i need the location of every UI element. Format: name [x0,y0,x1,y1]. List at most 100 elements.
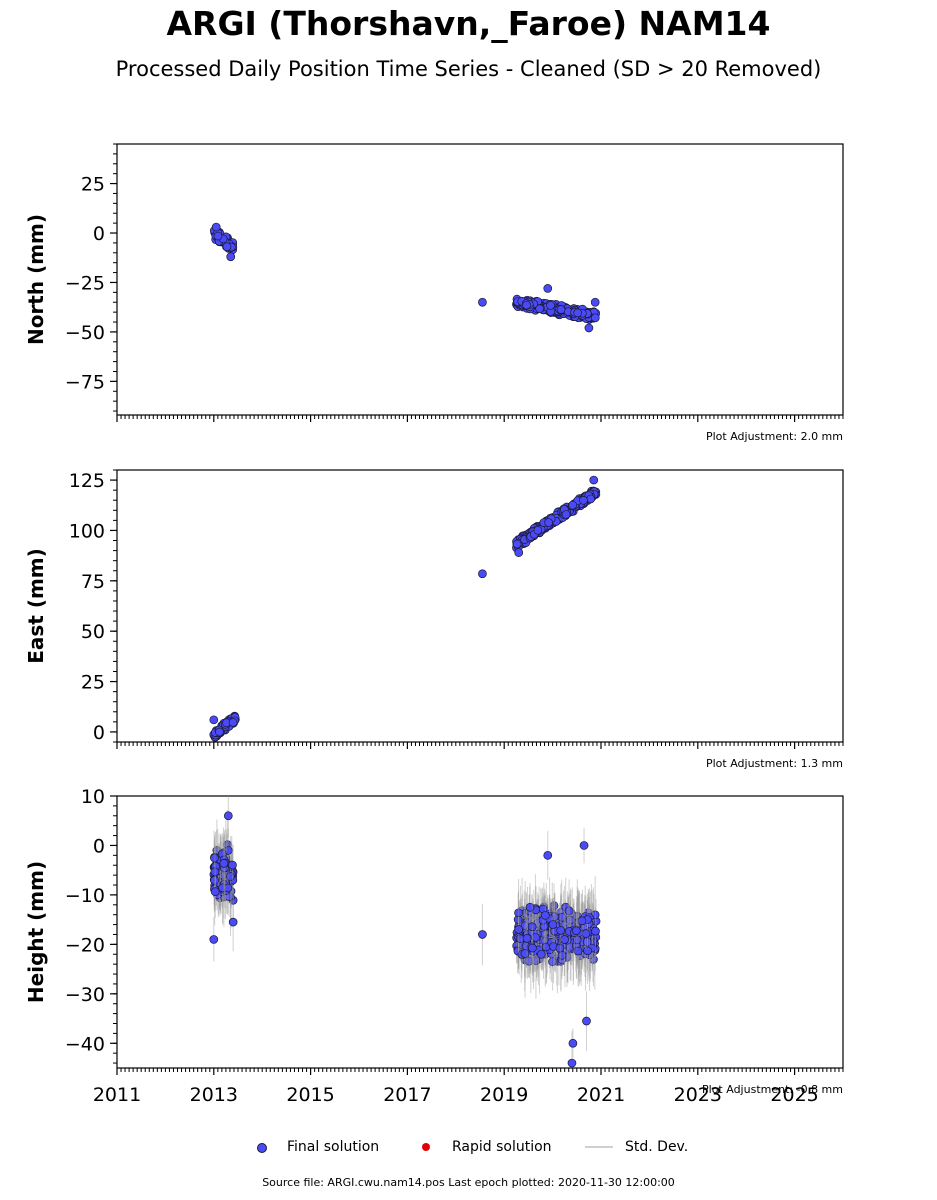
height-xtick-label: 2017 [383,1084,431,1106]
height-data-point [228,917,238,927]
north-data-group [209,222,601,333]
height-data-point [568,1038,578,1048]
height-data-point [564,906,574,916]
height-xtick-label: 2023 [674,1084,722,1106]
height-ytick-label: −10 [65,885,105,907]
chart-title: ARGI (Thorshavn,_Faroe) NAM14 [166,4,771,43]
height-data-point [560,935,569,944]
height-data-point [581,929,591,939]
east-data-point [512,539,522,549]
height-data-point [583,946,592,956]
east-data-point [568,500,578,510]
east-data-point [544,518,553,527]
north-data-point [584,323,594,333]
height-data-point [548,920,558,929]
north-adjustment-label: Plot Adjustment: 2.0 mm [706,430,843,443]
chart-subtitle: Processed Daily Position Time Series - C… [115,57,822,81]
legend-sd-line [585,1146,613,1148]
height-data-point [549,901,559,911]
east-data-group [209,475,601,742]
north-ytick-label: 0 [93,223,105,245]
height-data-point [556,926,566,935]
height-xtick-label: 2019 [480,1084,528,1106]
height-data-point [522,934,532,943]
legend-final-marker [257,1143,267,1153]
north-data-point [590,297,600,307]
height-data-point [514,925,524,934]
height-data-point [223,883,233,893]
east-data-point [209,715,219,725]
height-data-point [565,915,575,925]
height-data-point [567,1058,577,1068]
east-ytick-label: 100 [69,520,105,542]
height-data-point [555,943,565,953]
height-data-point [210,853,219,863]
north-ytick-label: −25 [65,272,105,294]
east-data-point [514,548,524,557]
north-data-point [213,231,223,241]
legend-rapid-label: Rapid solution [452,1139,552,1155]
height-data-point [573,946,583,956]
height-data-point [478,930,487,939]
east-data-point [478,569,487,579]
height-data-point [579,841,589,850]
east-data-point [215,727,224,737]
height-data-point [228,860,237,870]
north-axes-frame [116,143,844,416]
height-data-point [531,956,541,966]
height-data-point [210,876,219,885]
height-data-point [525,902,535,912]
height-ytick-label: −20 [65,934,105,956]
north-data-point [546,301,555,310]
north-data-point [226,252,236,262]
legend: Final solution Rapid solution Std. Dev. [0,1137,937,1157]
north-data-point [573,308,583,318]
east-adjustment-label: Plot Adjustment: 1.3 mm [706,757,843,770]
east-data-point [586,494,596,504]
east-ylabel: East (mm) [24,548,48,664]
height-data-point [591,926,600,936]
height-data-point [210,867,220,877]
height-data-point [577,916,587,926]
north-data-point [535,304,545,314]
height-data-point [514,908,523,918]
height-data-point [571,926,581,936]
height-ytick-label: −40 [65,1033,105,1055]
north-data-point [556,305,566,314]
east-data-point [561,510,571,519]
height-ytick-label: 10 [81,786,105,808]
height-data-group [209,796,601,1068]
east-ytick-label: 75 [81,571,105,593]
east-data-point [589,475,599,485]
legend-sd-label: Std. Dev. [625,1139,689,1155]
height-data-point [548,957,557,967]
north-data-point [211,222,221,232]
height-data-point [582,1016,591,1026]
height-data-point [223,811,233,821]
height-data-point [536,949,546,959]
east-axes-frame [116,469,844,743]
east-data-point [533,525,543,535]
height-xtick-label: 2015 [286,1084,334,1106]
height-data-point [209,935,219,944]
height-xtick-label: 2013 [190,1084,238,1106]
east-ytick-label: 0 [93,722,105,744]
north-data-point [478,297,487,307]
north-data-point [522,300,531,310]
north-data-point [590,313,600,323]
height-xtick-label: 2021 [577,1084,625,1106]
height-data-point [528,943,537,953]
height-data-point [226,872,235,881]
east-data-point [228,718,238,727]
height-data-point [520,949,530,958]
north-data-point [222,242,232,252]
height-data-point [219,859,229,868]
east-data-point [579,496,588,505]
height-adjustment-label: Plot Adjustment: -0.8 mm [702,1083,843,1096]
source-note: Source file: ARGI.cwu.nam14.pos Last epo… [262,1176,675,1189]
height-data-point [527,922,537,932]
height-data-point [540,910,550,920]
height-xtick-label: 2011 [93,1084,141,1106]
height-data-point [582,937,592,947]
